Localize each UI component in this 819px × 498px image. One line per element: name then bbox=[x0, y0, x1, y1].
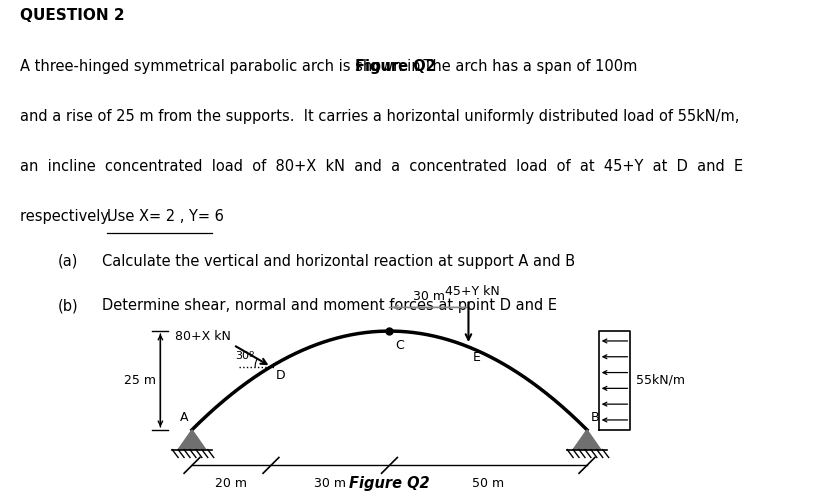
Text: 45+Y kN: 45+Y kN bbox=[445, 284, 500, 297]
Text: QUESTION 2: QUESTION 2 bbox=[20, 8, 125, 23]
Text: 30 m: 30 m bbox=[314, 477, 346, 490]
Text: (b): (b) bbox=[57, 298, 78, 313]
Text: respectively.: respectively. bbox=[20, 209, 121, 224]
Text: Use X= 2 , Y= 6: Use X= 2 , Y= 6 bbox=[107, 209, 224, 224]
Text: an  incline  concentrated  load  of  80+X  kN  and  a  concentrated  load  of  a: an incline concentrated load of 80+X kN … bbox=[20, 159, 744, 174]
Text: Determine shear, normal and moment forces at point D and E: Determine shear, normal and moment force… bbox=[102, 298, 558, 313]
Text: 25 m: 25 m bbox=[124, 374, 156, 387]
Text: . The arch has a span of 100m: . The arch has a span of 100m bbox=[414, 59, 638, 74]
Text: E: E bbox=[473, 351, 481, 364]
Text: D: D bbox=[276, 369, 285, 381]
Text: A: A bbox=[179, 411, 188, 424]
Text: 55kN/m: 55kN/m bbox=[636, 374, 686, 387]
Text: A three-hinged symmetrical parabolic arch is shown in: A three-hinged symmetrical parabolic arc… bbox=[20, 59, 426, 74]
Text: and a rise of 25 m from the supports.  It carries a horizontal uniformly distrib: and a rise of 25 m from the supports. It… bbox=[20, 109, 740, 124]
Text: 30 m: 30 m bbox=[413, 290, 445, 303]
Polygon shape bbox=[179, 430, 206, 450]
Text: B: B bbox=[590, 411, 600, 424]
Polygon shape bbox=[573, 430, 601, 450]
Text: (a): (a) bbox=[57, 254, 78, 269]
Text: Calculate the vertical and horizontal reaction at support A and B: Calculate the vertical and horizontal re… bbox=[102, 254, 576, 269]
Text: 20 m: 20 m bbox=[215, 477, 247, 490]
Text: 50 m: 50 m bbox=[472, 477, 505, 490]
Text: 80+X kN: 80+X kN bbox=[175, 330, 232, 343]
Text: C: C bbox=[396, 339, 404, 352]
Text: Figure Q2: Figure Q2 bbox=[355, 59, 436, 74]
Text: Figure Q2: Figure Q2 bbox=[349, 476, 430, 491]
Text: 30º: 30º bbox=[236, 351, 255, 361]
